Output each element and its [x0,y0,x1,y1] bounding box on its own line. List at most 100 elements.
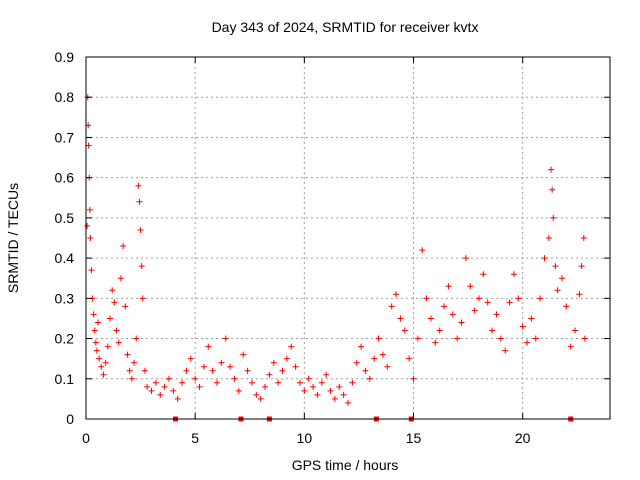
data-point [288,343,295,350]
data-point [205,343,212,350]
y-tick-label: 0.9 [55,49,75,65]
y-axis-label: SRMTID / TECUs [5,183,21,293]
data-point [183,367,190,374]
data-point [301,387,308,394]
data-point [445,283,452,290]
data-point [510,271,517,278]
data-point [214,379,220,386]
data-point [497,335,504,342]
data-point [85,142,92,149]
data-point [427,315,434,322]
x-tick-label: 10 [297,430,313,446]
data-point [141,367,148,374]
data-point [515,295,522,302]
data-point [138,263,145,270]
data-point [563,303,570,310]
data-point [423,295,430,302]
data-point [222,335,229,342]
data-point [266,371,273,378]
data-point [161,383,168,390]
data-point [345,399,351,406]
data-point [192,375,199,382]
data-point [152,379,159,386]
data-point [305,375,312,382]
data-point [528,315,535,322]
x-tick-label: 15 [406,430,422,446]
x-axis-label: GPS time / hours [292,457,399,473]
data-point [107,315,114,322]
data-point [111,299,118,306]
data-point [454,335,461,342]
data-point [366,375,373,382]
data-point [552,263,559,270]
data-point [253,391,260,398]
data-point [296,379,303,386]
data-point [179,379,186,386]
data-point [200,363,207,370]
data-point [98,363,105,370]
y-tick-label: 0.4 [55,250,75,266]
data-point [493,311,500,318]
data-point [131,359,138,366]
data-point [292,363,299,370]
data-point [480,271,487,278]
data-point [541,255,548,262]
data-point [218,359,225,366]
data-point [279,367,286,374]
data-point [227,363,234,370]
data-point [87,235,94,241]
data-point [128,375,135,382]
data-point [441,303,448,310]
data-point [549,186,556,193]
data-point [489,327,496,334]
data-point [196,383,203,390]
data-point [165,375,172,382]
points [84,94,588,422]
grid [86,57,610,419]
data-point [524,339,531,346]
data-point [532,335,539,342]
data-point [537,295,544,302]
data-point [231,375,238,382]
data-point [336,383,343,390]
data-point [467,283,474,290]
data-point [122,303,129,310]
data-point [137,226,144,233]
data-point [144,383,151,390]
data-point [120,243,127,250]
y-axis: 0 0.1 0.2 0.3 0.4 0.5 0.6 0.7 0.8 0.9 [55,49,610,427]
data-point [419,247,426,254]
x-tick-label: 20 [515,430,531,446]
data-point [310,383,317,390]
data-point [554,287,561,294]
data-point [86,206,93,213]
data-point [458,319,465,326]
data-point [314,391,321,398]
data-point [136,198,143,205]
y-tick-label: 0.5 [55,210,75,226]
data-point [353,359,360,366]
data-point [558,275,565,282]
data-point [384,363,391,370]
data-point [393,291,400,298]
data-point [432,339,439,346]
data-point [576,291,583,298]
data-point [139,295,146,302]
data-point [84,222,91,229]
data-point [270,359,277,366]
data-point [104,343,111,350]
data-point [133,335,140,342]
data-point [358,343,365,350]
data-point [283,355,290,362]
data-point [323,371,330,378]
data-point [135,182,142,189]
data-point [502,347,509,354]
data-point [349,379,356,386]
data-point [126,367,133,374]
data-point [379,351,386,358]
data-point [406,355,413,362]
data-point [371,355,378,362]
data-point [519,323,526,330]
data-point [235,387,242,394]
